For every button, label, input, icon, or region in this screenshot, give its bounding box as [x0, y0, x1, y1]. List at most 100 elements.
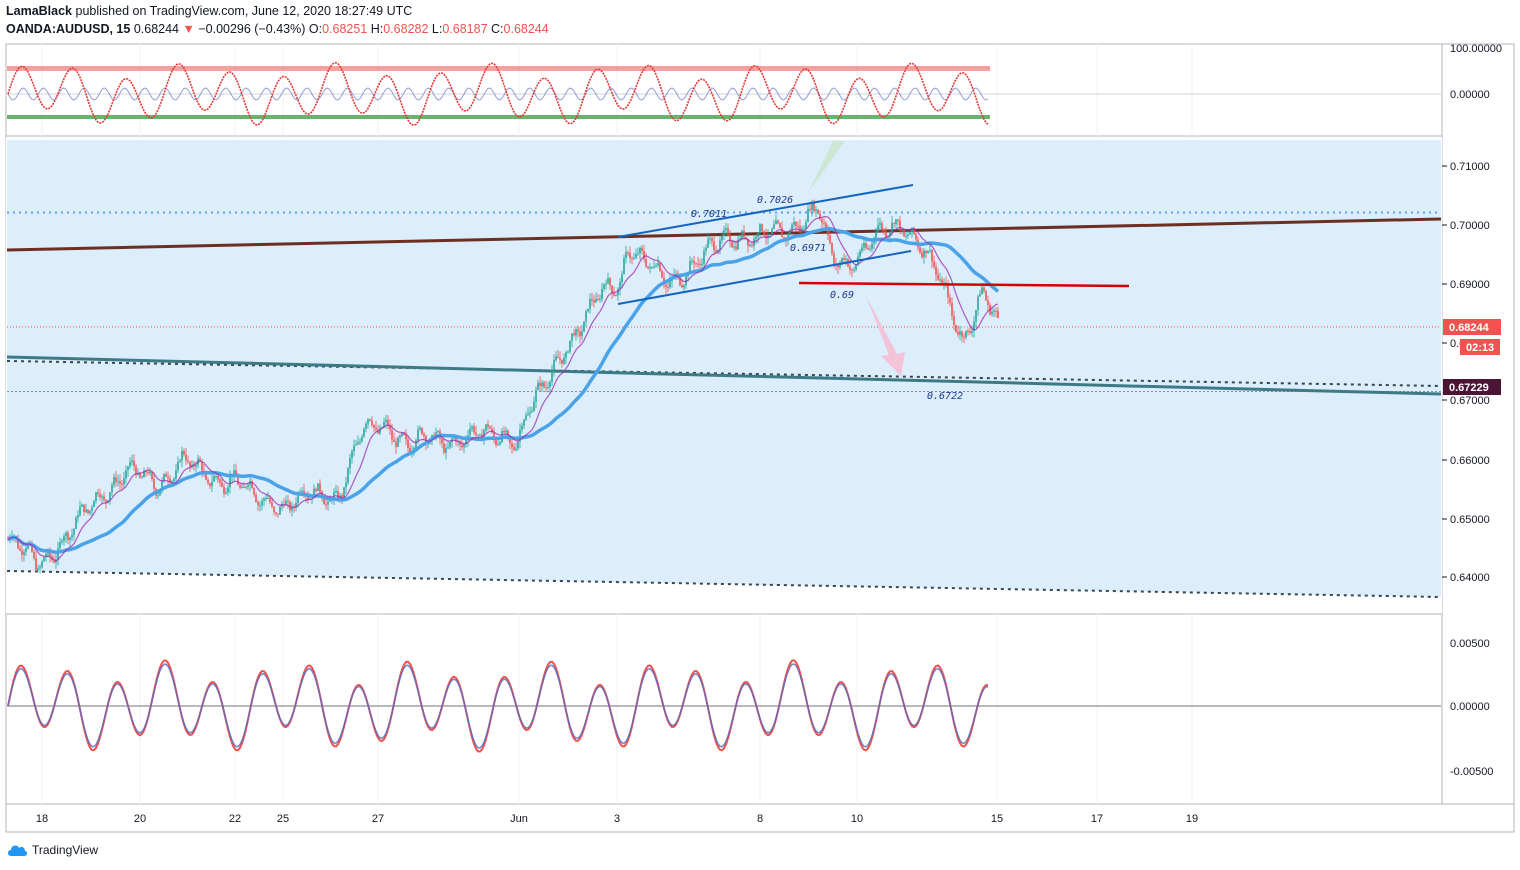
candle-body	[469, 428, 471, 436]
candle-body	[25, 548, 27, 553]
candle-body	[719, 240, 721, 250]
candle-body	[721, 235, 723, 241]
chart-annotations[interactable]: 0.7026 0.7011 0.6971 0.69 0.6722	[617, 141, 1130, 402]
candle-body	[483, 430, 485, 439]
candle-body	[949, 297, 951, 303]
candle-body	[487, 424, 489, 427]
top-oscillator	[7, 61, 1441, 127]
time-tick-label: 10	[851, 813, 863, 825]
candle-body	[179, 460, 181, 463]
candle-body	[315, 488, 317, 492]
price-tick-label: 0.71000	[1450, 161, 1490, 173]
price-axis[interactable]	[1441, 43, 1515, 805]
candle-body	[681, 285, 683, 288]
candle-body	[717, 249, 719, 253]
candle-body	[881, 223, 883, 230]
candle-body	[519, 429, 521, 442]
candle-body	[667, 287, 669, 289]
candle-body	[691, 260, 693, 262]
candle-body	[819, 213, 821, 220]
candle-body	[977, 296, 979, 311]
candle-body	[559, 357, 561, 360]
candle-body	[95, 492, 97, 501]
publish-date: published on TradingView.com, June 12, 2…	[75, 4, 413, 18]
candle-body	[637, 253, 639, 255]
candle-body	[387, 419, 389, 426]
candle-body	[577, 329, 579, 332]
candle-body	[249, 481, 251, 485]
tradingview-logo[interactable]: TradingView	[6, 843, 98, 857]
candle-body	[715, 250, 717, 253]
level-badge-bg	[1443, 379, 1501, 395]
candle-body	[647, 266, 649, 269]
osc-top-signal	[7, 87, 989, 101]
author-name[interactable]: LamaBlack	[6, 4, 73, 18]
candle-body	[73, 528, 75, 535]
candle-body	[665, 284, 667, 288]
candle-body	[963, 336, 965, 338]
candle-body	[427, 443, 429, 445]
candle-body	[7, 539, 9, 541]
candle-body	[581, 331, 583, 337]
candle-body	[995, 310, 997, 312]
candle-body	[797, 225, 799, 227]
candle-body	[801, 228, 803, 232]
down-arrow-icon: ▼	[182, 22, 195, 36]
candle-body	[903, 230, 905, 237]
bottom-oscillator-pane[interactable]	[5, 613, 1443, 805]
candle-body	[813, 202, 815, 212]
candle-body	[809, 208, 811, 211]
candle-body	[349, 457, 351, 469]
candle-body	[959, 331, 961, 335]
candle-body	[867, 247, 869, 250]
candle-body	[517, 441, 519, 449]
candle-body	[935, 266, 937, 275]
osc-bottom-tick-label: 0.00000	[1450, 701, 1490, 713]
candle-body	[317, 483, 319, 492]
candle-body	[421, 427, 423, 434]
candle-body	[927, 250, 929, 254]
candle-body	[391, 429, 393, 440]
candle-body	[829, 235, 831, 243]
time-tick-label: 22	[229, 813, 241, 825]
low-value: 0.68187	[442, 22, 488, 36]
candle-body	[545, 387, 547, 389]
candle-body	[633, 258, 635, 260]
candle-body	[749, 244, 751, 246]
top-oscillator-pane[interactable]	[5, 43, 1443, 137]
candle-body	[901, 230, 903, 232]
candle-body	[951, 302, 953, 316]
candle-body	[81, 504, 83, 507]
candle-body	[63, 536, 65, 541]
candle-body	[891, 223, 893, 232]
candle-body	[139, 473, 141, 478]
candle-body	[827, 227, 829, 236]
candle-body	[641, 247, 643, 252]
candle-body	[287, 500, 289, 503]
level-annotation: 0.7011	[691, 209, 727, 220]
candle-body	[265, 497, 267, 499]
candle-body	[587, 308, 589, 312]
candle-body	[669, 280, 671, 288]
candle-body	[389, 425, 391, 430]
candle-body	[561, 359, 563, 364]
candle-body	[937, 274, 939, 280]
candle-body	[709, 238, 711, 240]
candle-body	[239, 484, 241, 488]
candle-body	[747, 238, 749, 246]
candle-body	[443, 443, 445, 453]
projection-arrow-green	[808, 141, 845, 193]
time-axis[interactable]	[5, 803, 1515, 833]
candle-body	[271, 502, 273, 507]
candle-body	[115, 477, 117, 482]
candle-body	[141, 477, 143, 479]
candle-body	[341, 495, 343, 498]
candle-body	[395, 441, 397, 447]
candle-body	[629, 252, 631, 259]
current-price-badge-bg	[1443, 319, 1501, 335]
osc-top-tick-label: 100.00000	[1450, 43, 1502, 55]
candle-body	[297, 493, 299, 504]
symbol-label[interactable]: OANDA:AUDUSD, 15	[6, 22, 131, 36]
candle-body	[401, 432, 403, 436]
